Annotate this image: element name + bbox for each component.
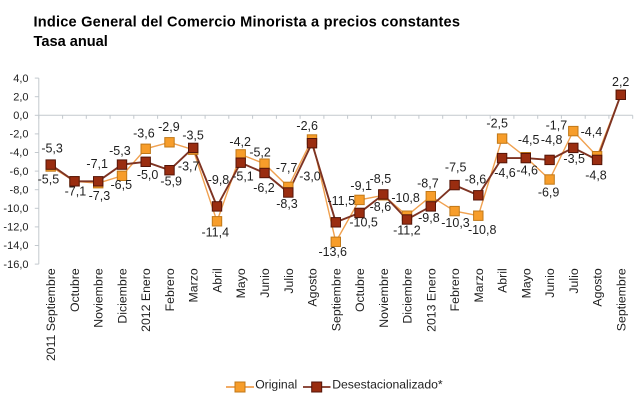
svg-text:Octubre: Octubre xyxy=(353,268,367,312)
svg-text:-1,7: -1,7 xyxy=(546,118,568,132)
svg-text:-2,6: -2,6 xyxy=(296,119,318,133)
svg-text:-8,6: -8,6 xyxy=(370,200,392,214)
svg-text:-10,8: -10,8 xyxy=(468,223,497,237)
svg-text:Original: Original xyxy=(255,378,297,392)
svg-text:-5,1: -5,1 xyxy=(232,170,254,184)
svg-text:Julio: Julio xyxy=(282,268,296,293)
svg-text:-4,8: -4,8 xyxy=(541,133,563,147)
svg-text:Febrero: Febrero xyxy=(163,268,177,311)
svg-text:Indice General del Comercio Mi: Indice General del Comercio Minorista a … xyxy=(34,14,461,30)
svg-text:-7,5: -7,5 xyxy=(445,160,467,174)
svg-text:4,0: 4,0 xyxy=(13,73,28,85)
svg-text:Octubre: Octubre xyxy=(68,268,82,312)
svg-text:-4,6: -4,6 xyxy=(494,166,516,180)
svg-text:Tasa anual: Tasa anual xyxy=(34,34,108,50)
svg-text:-3,6: -3,6 xyxy=(133,127,155,141)
svg-text:-10,8: -10,8 xyxy=(391,191,420,205)
svg-text:-3,7: -3,7 xyxy=(178,160,200,174)
svg-text:-7,7: -7,7 xyxy=(276,161,298,175)
svg-text:-11,2: -11,2 xyxy=(393,224,421,238)
svg-text:-9,8: -9,8 xyxy=(208,173,230,187)
svg-text:-8,0: -8,0 xyxy=(10,184,29,196)
svg-text:-4,5: -4,5 xyxy=(518,133,540,147)
svg-text:Agosto: Agosto xyxy=(306,268,320,306)
svg-text:-12,0: -12,0 xyxy=(3,222,28,234)
svg-text:-14,0: -14,0 xyxy=(3,240,28,252)
svg-text:Julio: Julio xyxy=(567,268,581,293)
svg-text:-3,5: -3,5 xyxy=(182,129,204,143)
svg-text:Marzo: Marzo xyxy=(472,268,486,302)
svg-text:-5,9: -5,9 xyxy=(160,175,182,189)
svg-text:Junio: Junio xyxy=(543,268,557,298)
svg-text:-10,3: -10,3 xyxy=(441,216,470,230)
svg-text:2012 Enero: 2012 Enero xyxy=(139,268,153,332)
svg-text:-8,7: -8,7 xyxy=(417,177,439,191)
svg-text:2013 Enero: 2013 Enero xyxy=(424,268,438,332)
svg-text:0,0: 0,0 xyxy=(13,110,28,122)
svg-text:-4,0: -4,0 xyxy=(10,147,29,159)
svg-text:-6,2: -6,2 xyxy=(253,181,275,195)
svg-text:-9,1: -9,1 xyxy=(350,179,372,193)
svg-text:-7,3: -7,3 xyxy=(89,189,111,203)
svg-text:Mayo: Mayo xyxy=(519,268,533,298)
svg-text:Desestacionalizado*: Desestacionalizado* xyxy=(332,378,443,392)
svg-text:Marzo: Marzo xyxy=(187,268,201,302)
svg-text:2,0: 2,0 xyxy=(13,91,28,103)
svg-text:Mayo: Mayo xyxy=(234,268,248,298)
svg-text:-4,2: -4,2 xyxy=(229,135,251,149)
svg-text:-11,5: -11,5 xyxy=(328,194,356,208)
svg-text:Septiembre: Septiembre xyxy=(614,268,628,331)
svg-text:-5,3: -5,3 xyxy=(109,144,131,158)
svg-text:-4,6: -4,6 xyxy=(516,163,538,177)
svg-text:-8,6: -8,6 xyxy=(465,172,487,186)
svg-text:-4,8: -4,8 xyxy=(585,168,607,182)
svg-text:-2,5: -2,5 xyxy=(486,116,508,130)
svg-text:-16,0: -16,0 xyxy=(3,259,28,271)
svg-text:Noviembre: Noviembre xyxy=(377,268,391,328)
svg-text:Febrero: Febrero xyxy=(448,268,462,311)
svg-text:Abril: Abril xyxy=(211,268,225,293)
svg-text:2011 Septiembre: 2011 Septiembre xyxy=(44,268,58,361)
svg-text:Agosto: Agosto xyxy=(591,268,605,306)
svg-text:-2,0: -2,0 xyxy=(10,129,29,141)
svg-text:-5,5: -5,5 xyxy=(38,172,60,186)
svg-text:-5,0: -5,0 xyxy=(137,168,159,182)
svg-text:-11,4: -11,4 xyxy=(202,225,230,239)
svg-text:Septiembre: Septiembre xyxy=(329,268,343,331)
svg-text:-9,8: -9,8 xyxy=(418,211,440,225)
svg-text:-7,1: -7,1 xyxy=(65,184,87,198)
svg-text:Abril: Abril xyxy=(496,268,510,293)
svg-text:-3,5: -3,5 xyxy=(563,152,585,166)
svg-text:-2,9: -2,9 xyxy=(158,120,180,134)
svg-text:-6,9: -6,9 xyxy=(538,185,560,199)
svg-text:-5,3: -5,3 xyxy=(41,141,63,155)
svg-text:-6,0: -6,0 xyxy=(10,166,29,178)
svg-text:Diciembre: Diciembre xyxy=(116,268,130,324)
svg-text:-4,4: -4,4 xyxy=(581,125,603,139)
svg-text:Junio: Junio xyxy=(258,268,272,298)
svg-text:-8,5: -8,5 xyxy=(370,172,392,186)
svg-text:-10,5: -10,5 xyxy=(349,216,378,230)
svg-text:-6,5: -6,5 xyxy=(111,178,133,192)
svg-text:-10,0: -10,0 xyxy=(3,203,28,215)
svg-text:2,2: 2,2 xyxy=(612,75,629,89)
svg-text:Noviembre: Noviembre xyxy=(92,268,106,328)
svg-text:-7,1: -7,1 xyxy=(86,157,108,171)
svg-text:-13,6: -13,6 xyxy=(318,245,347,259)
svg-text:-8,3: -8,3 xyxy=(276,197,298,211)
svg-text:-3,0: -3,0 xyxy=(299,170,321,184)
svg-text:Diciembre: Diciembre xyxy=(401,268,415,324)
svg-text:-5,2: -5,2 xyxy=(249,146,271,160)
